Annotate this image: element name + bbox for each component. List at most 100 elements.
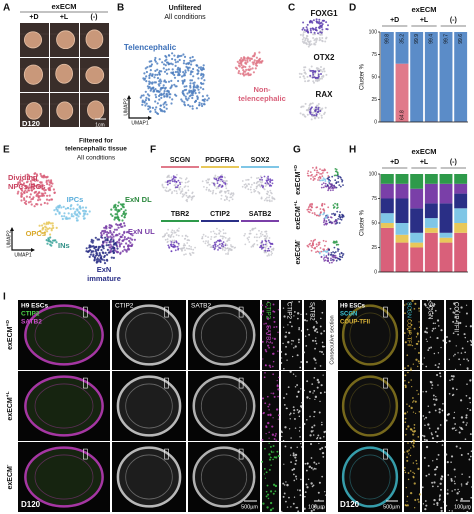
umap-point: [321, 175, 324, 178]
stain-dot: [417, 365, 419, 368]
stain-dot: [431, 485, 434, 488]
umap-point: [308, 43, 311, 46]
umap-point: [118, 245, 121, 248]
umap-point: [325, 216, 328, 219]
umap-point: [312, 179, 315, 182]
umap-point: [200, 69, 203, 72]
stain-dot: [272, 483, 276, 486]
y-tick-label: 100: [369, 171, 378, 177]
umap-point: [125, 249, 128, 252]
umap-point: [316, 250, 319, 253]
stain-dot: [405, 487, 407, 489]
umap-point: [109, 213, 113, 216]
value-label: 99.4: [429, 34, 435, 44]
row-label-sup: -: [6, 464, 11, 466]
stain-dot: [273, 438, 276, 440]
bar-segment: [380, 32, 394, 122]
umap-point: [226, 198, 228, 201]
umap-point: [215, 241, 218, 243]
umap-point: [128, 248, 131, 251]
umap-point: [261, 233, 264, 236]
stain-dot: [291, 339, 293, 342]
stain-dot: [265, 322, 267, 325]
umap-point: [241, 180, 244, 182]
umap-point: [203, 79, 206, 82]
umap-point: [26, 178, 29, 181]
umap-point: [243, 234, 246, 237]
umap-point: [74, 210, 77, 213]
umap-point: [268, 241, 271, 244]
stain-dot: [414, 412, 417, 415]
stain-dot: [425, 416, 428, 419]
umap-point: [105, 241, 108, 244]
stain-dot: [432, 304, 435, 307]
stain-dot: [448, 510, 451, 512]
group-label: +D: [390, 17, 399, 24]
bar-segment: [439, 242, 453, 272]
stain-dot: [467, 452, 470, 455]
stain-dot: [273, 456, 276, 459]
stain-dot: [418, 307, 420, 310]
umap-point: [95, 258, 98, 261]
stain-dot: [262, 358, 264, 360]
umap-point: [108, 226, 111, 229]
stain-dot: [409, 454, 412, 457]
umap-point: [165, 95, 169, 98]
organoid-stain: [116, 304, 182, 366]
umap-point: [314, 108, 317, 111]
stain-dot: [299, 435, 301, 438]
umap-point: [212, 230, 215, 233]
stain-dot: [447, 413, 450, 416]
umap-point: [163, 106, 166, 109]
umap-point: [173, 54, 176, 57]
stain-dot: [411, 345, 414, 347]
umap-point: [198, 101, 201, 104]
umap-point: [267, 183, 270, 185]
umap-point: [338, 257, 340, 260]
umap-point: [104, 251, 107, 254]
strip-label: SATB2: [264, 325, 270, 344]
umap-point: [330, 257, 332, 260]
umap-point: [78, 211, 81, 214]
umap-point: [158, 98, 161, 101]
umap-point: [338, 214, 341, 217]
umap-point: [164, 86, 167, 89]
umap-point: [183, 94, 186, 97]
note-label: Consecutive section: [329, 315, 335, 364]
stain-dot: [313, 461, 316, 464]
umap-point: [128, 239, 131, 243]
y-tick-label: 75: [371, 52, 377, 58]
umap-point: [23, 197, 26, 200]
stain-dot: [428, 427, 431, 430]
umap-point: [265, 251, 267, 254]
umap-point: [312, 240, 315, 243]
stain-dot: [287, 341, 290, 344]
umap-point: [148, 65, 151, 68]
umap-point: [53, 209, 56, 212]
stain-dot: [268, 437, 270, 439]
umap-point: [261, 244, 264, 247]
umap-point: [176, 56, 179, 59]
umap-point: [304, 39, 307, 42]
stain-dot: [304, 335, 307, 337]
umap-point: [188, 91, 191, 94]
umap-point: [326, 171, 329, 174]
stain-dot: [273, 326, 276, 328]
umap-point: [239, 72, 242, 75]
umap-point: [184, 181, 187, 184]
umap-point: [260, 246, 263, 248]
umap-point: [85, 247, 88, 250]
umap-point: [113, 242, 116, 245]
umap-point: [184, 95, 187, 98]
stain-dot: [276, 384, 279, 387]
strip-label: CTIP2: [264, 302, 270, 320]
umap-point: [219, 180, 222, 183]
stain-dot: [285, 393, 288, 395]
stain-dot: [460, 399, 463, 402]
stain-dot: [436, 458, 438, 461]
stain-dot: [319, 391, 322, 394]
umap-point: [53, 191, 56, 194]
cluster-label: OPCs: [26, 229, 46, 238]
umap-point: [257, 177, 260, 179]
umap-point: [316, 169, 318, 172]
